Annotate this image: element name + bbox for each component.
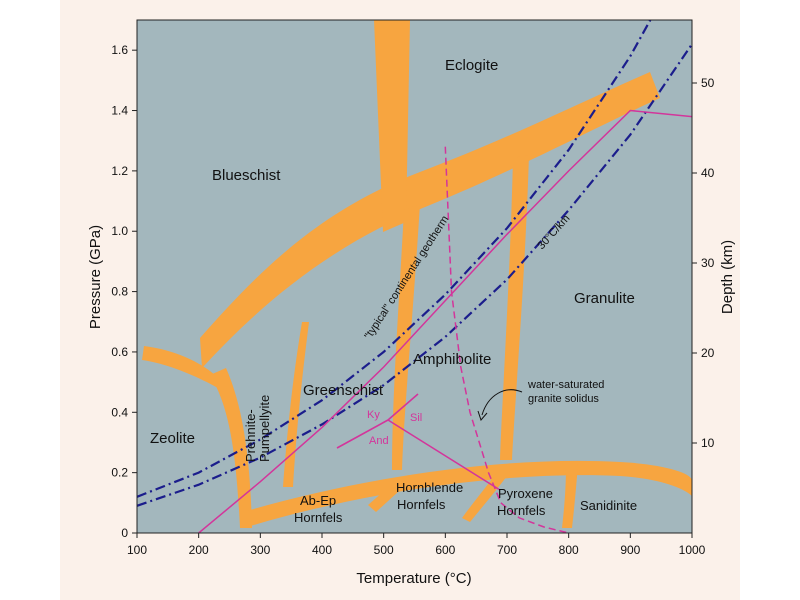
label-amphibolite: Amphibolite [413, 351, 491, 368]
label-sil: Sil [410, 412, 422, 424]
facies-boundaries [142, 20, 692, 528]
x-tick-label: 1000 [679, 543, 706, 557]
zeolite-prehnite-boundary [210, 368, 252, 528]
ab-ep-hornblende-boundary [368, 484, 398, 512]
y2-tick-label: 20 [701, 346, 715, 360]
x-tick-label: 100 [127, 543, 147, 557]
plot-border [136, 19, 693, 534]
greenschist-amphibolite-boundary [392, 204, 420, 470]
y-tick-label: 1.2 [111, 164, 128, 178]
label-sanidinite: Sanidinite [580, 498, 637, 513]
label-hornblende-hornfels-2: Hornfels [397, 497, 446, 512]
y-tick-label: 1.4 [111, 104, 128, 118]
label-solidus-1: water-saturated [527, 379, 604, 391]
label-pyroxene-hornfels-1: Pyroxene [498, 486, 553, 501]
y-tick-label: 0.8 [111, 285, 128, 299]
label-zeolite: Zeolite [150, 430, 195, 447]
axes-ticks: 100 200 300 400 500 600 700 800 900 1000 0 0.2 0.4 0.… [111, 43, 714, 557]
solidus-arrowhead [477, 410, 488, 421]
label-solidus-2: granite solidus [528, 393, 599, 405]
zeolite-upper-boundary [142, 346, 218, 388]
label-pyroxene-hornfels-2: Hornfels [497, 503, 546, 518]
y-axis-title: Pressure (GPa) [87, 225, 104, 329]
y-tick-label: 0.6 [111, 345, 128, 359]
x-tick-label: 400 [312, 543, 332, 557]
amphibolite-granulite-boundary [500, 155, 529, 460]
ky-sil-line [387, 393, 419, 421]
hornfels-upper-boundary [240, 460, 692, 528]
x-tick-label: 500 [374, 543, 394, 557]
hornblende-pyroxene-boundary [462, 468, 510, 522]
y-tick-label: 0.2 [111, 466, 128, 480]
label-prehnite-line-1: Prehnite- [243, 409, 258, 462]
label-granulite: Granulite [574, 290, 635, 307]
ky-and-line [336, 419, 389, 449]
aluminosilicate-lines [336, 393, 501, 491]
x-tick-label: 700 [497, 543, 517, 557]
x-tick-label: 200 [189, 543, 209, 557]
and-sil-line [387, 419, 501, 491]
label-blueschist: Blueschist [212, 167, 281, 184]
label-greenschist: Greenschist [303, 382, 384, 399]
series-line-1 [137, 43, 692, 507]
x-tick-label: 300 [250, 543, 270, 557]
label-ky: Ky [367, 409, 380, 421]
label-ab-ep-hornfels-2: Hornfels [294, 510, 343, 525]
series-layer [137, 20, 692, 533]
label-prehnite-pumpellyite: Prehnite- Pumpellyite [243, 395, 272, 462]
series-line-0 [137, 20, 652, 498]
y2-tick-label: 50 [701, 76, 715, 90]
y-tick-label: 0 [121, 526, 128, 540]
y2-axis-title: Depth (km) [719, 240, 736, 314]
vertical-band-upper [374, 20, 410, 232]
y-tick-label: 1.0 [111, 224, 128, 238]
x-tick-label: 600 [435, 543, 455, 557]
y2-tick-label: 40 [701, 166, 715, 180]
pyroxene-sanidinite-boundary [562, 464, 578, 528]
x-tick-label: 900 [620, 543, 640, 557]
solidus-annotation-arrow [481, 389, 523, 416]
y-tick-label: 0.4 [111, 405, 128, 419]
label-ab-ep-hornfels-1: Ab-Ep [300, 493, 336, 508]
x-axis-title: Temperature (°C) [356, 570, 471, 587]
label-hornblende-hornfels-1: Hornblende [396, 480, 463, 495]
prehnite-greenschist-boundary [283, 322, 309, 487]
label-eclogite: Eclogite [445, 57, 498, 74]
blueschist-eclogite-boundary [200, 72, 660, 368]
x-tick-label: 800 [559, 543, 579, 557]
label-and: And [369, 435, 389, 447]
y2-tick-label: 10 [701, 436, 715, 450]
label-prehnite-line-2: Pumpellyite [257, 395, 272, 462]
y-tick-label: 1.6 [111, 43, 128, 57]
y2-tick-label: 30 [701, 256, 715, 270]
series-line-2 [198, 109, 692, 533]
series-line-3 [444, 146, 569, 533]
